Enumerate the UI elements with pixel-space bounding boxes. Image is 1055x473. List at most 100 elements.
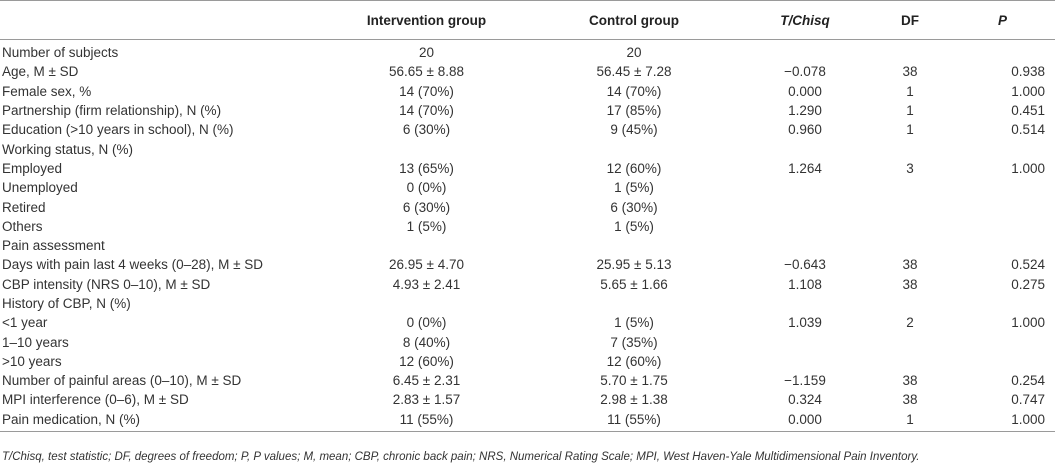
df-value <box>870 352 950 371</box>
df-value: 38 <box>902 276 918 292</box>
df-value: 1 <box>906 83 914 99</box>
control-value: 56.45 ± 7.28 <box>596 64 672 80</box>
intervention-value: 11 (55%) <box>325 409 528 432</box>
p-value: 0.747 <box>1011 392 1045 408</box>
df-value: 38 <box>902 64 918 80</box>
p-value: 1.000 <box>1011 160 1045 176</box>
df-value: 38 <box>902 392 918 408</box>
header-blank <box>0 0 325 40</box>
control-value: 2.98 ± 1.38 <box>600 392 668 408</box>
row-label: Education (>10 years in school), N (%) <box>2 122 234 138</box>
intervention-value: 6 (30%) <box>402 199 451 215</box>
test-statistic-value: 1.108 <box>788 276 822 292</box>
row-label: >10 years <box>2 353 62 369</box>
p-value <box>950 236 1055 255</box>
intervention-value: 8 (40%) <box>402 334 451 350</box>
table-header: Intervention group Control group T/Chisq… <box>0 0 1055 40</box>
row-label: MPI interference (0–6), M ± SD <box>2 392 189 408</box>
control-value: 5.70 ± 1.75 <box>600 373 668 389</box>
test-statistic-value: 1.290 <box>788 103 822 119</box>
intervention-value: 14 (70%) <box>399 103 454 119</box>
p-value <box>950 352 1055 371</box>
table-body: Number of subjects 20 20 Age, M ± SD 56.65 ±… <box>0 40 1055 432</box>
control-value: 9 (45%) <box>610 122 658 138</box>
control-value: 1 (5%) <box>614 315 654 331</box>
intervention-value: 6.45 ± 2.31 <box>392 373 461 389</box>
test-statistic-value <box>740 139 870 158</box>
table-row: 1–10 years 8 (40%) 7 (35%) <box>0 332 1055 351</box>
intervention-value: 12 (60%) <box>399 353 454 369</box>
intervention-value: 13 (65%) <box>399 160 454 176</box>
p-value: 1.000 <box>950 409 1055 432</box>
header-test-statistic: T/Chisq <box>740 0 870 40</box>
p-value: 1.000 <box>1011 83 1045 99</box>
control-value: 12 (60%) <box>606 353 662 369</box>
test-statistic-value <box>740 217 870 236</box>
control-value: 1 (5%) <box>614 180 654 196</box>
table-row: Unemployed 0 (0%) 1 (5%) <box>0 178 1055 197</box>
intervention-value <box>325 294 528 313</box>
table-row: Number of painful areas (0–10), M ± SD 6.… <box>0 371 1055 390</box>
intervention-value: 6 (30%) <box>402 122 451 138</box>
table-row: Pain medication, N (%) 11 (55%) 11 (55%) 0.… <box>0 409 1055 432</box>
row-label: 1–10 years <box>2 334 69 350</box>
header-row: Intervention group Control group T/Chisq… <box>0 0 1055 40</box>
control-value <box>528 294 740 313</box>
p-value <box>950 139 1055 158</box>
control-value: 7 (35%) <box>610 334 658 350</box>
df-value: 2 <box>906 315 914 331</box>
intervention-value <box>325 139 528 158</box>
control-value <box>528 139 740 158</box>
table-footnote: T/Chisq, test statistic; DF, degrees of … <box>2 451 920 463</box>
table-row: Employed 13 (65%) 12 (60%) 1.264 3 1.000 <box>0 159 1055 178</box>
p-value <box>950 197 1055 216</box>
intervention-value: 2.83 ± 1.57 <box>392 392 461 408</box>
test-statistic-value: −0.078 <box>784 64 826 80</box>
table-row: Others 1 (5%) 1 (5%) <box>0 217 1055 236</box>
test-statistic-value <box>740 178 870 197</box>
test-statistic-value <box>740 352 870 371</box>
df-value: 3 <box>906 160 914 176</box>
df-value <box>870 139 950 158</box>
df-value: 1 <box>870 409 950 432</box>
table-row: Age, M ± SD 56.65 ± 8.88 56.45 ± 7.28 −0.07… <box>0 62 1055 81</box>
df-value: 38 <box>902 257 918 273</box>
intervention-value <box>325 236 528 255</box>
table-row: MPI interference (0–6), M ± SD 2.83 ± 1.5… <box>0 390 1055 409</box>
table-row: Working status, N (%) <box>0 139 1055 158</box>
header-p-value: P <box>950 0 1055 40</box>
row-label: Number of painful areas (0–10), M ± SD <box>2 373 242 389</box>
intervention-value: 14 (70%) <box>399 83 454 99</box>
p-value <box>950 178 1055 197</box>
p-value <box>950 294 1055 313</box>
table-row: Days with pain last 4 weeks (0–28), M ± … <box>0 255 1055 274</box>
df-value <box>870 217 950 236</box>
test-statistic-value: −1.159 <box>784 373 826 389</box>
df-value: 1 <box>906 122 914 138</box>
row-label: Others <box>2 218 43 234</box>
row-label: Pain medication, N (%) <box>0 409 325 432</box>
table-row: Education (>10 years in school), N (%) 6 … <box>0 120 1055 139</box>
header-df: DF <box>870 0 950 40</box>
df-value: 38 <box>902 373 918 389</box>
df-value <box>870 197 950 216</box>
intervention-value: 0 (0%) <box>406 180 447 196</box>
test-statistic-value <box>740 197 870 216</box>
row-label: Employed <box>2 160 63 176</box>
demographics-table: Intervention group Control group T/Chisq… <box>0 0 1055 432</box>
df-value <box>870 40 950 63</box>
test-statistic-value <box>740 332 870 351</box>
control-value: 17 (85%) <box>606 103 662 119</box>
p-value: 0.938 <box>1011 64 1045 80</box>
df-value <box>870 294 950 313</box>
df-value <box>870 332 950 351</box>
control-value: 20 <box>626 45 642 61</box>
table-row: <1 year 0 (0%) 1 (5%) 1.039 2 1.000 <box>0 313 1055 332</box>
intervention-value: 20 <box>418 45 435 61</box>
test-statistic-value <box>740 294 870 313</box>
p-value <box>950 332 1055 351</box>
df-value <box>870 236 950 255</box>
test-statistic-value: 0.960 <box>788 122 822 138</box>
header-control-group: Control group <box>528 0 740 40</box>
df-value <box>870 178 950 197</box>
